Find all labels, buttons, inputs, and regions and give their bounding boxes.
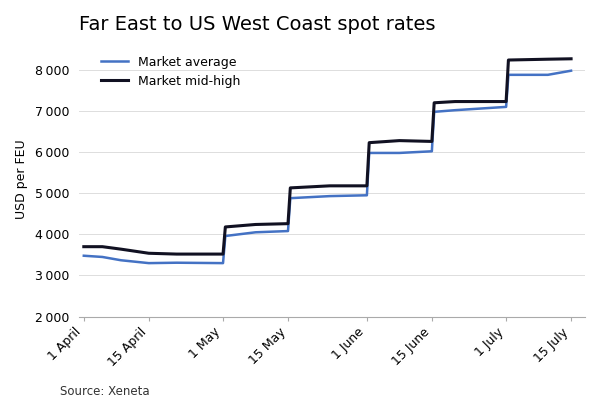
- Market mid-high: [365, 140, 373, 145]
- Market average: [287, 196, 294, 200]
- Market mid-high: [220, 252, 227, 256]
- Market mid-high: [145, 251, 152, 256]
- Market average: [503, 104, 510, 109]
- Market average: [118, 258, 125, 263]
- Line: Market mid-high: Market mid-high: [84, 59, 571, 254]
- Market average: [428, 149, 436, 154]
- Market average: [544, 72, 551, 77]
- Market mid-high: [431, 100, 438, 105]
- Market mid-high: [451, 99, 458, 104]
- Market average: [284, 229, 292, 234]
- Market mid-high: [503, 99, 510, 104]
- Market average: [568, 68, 575, 73]
- Market average: [505, 72, 512, 77]
- Market average: [222, 234, 229, 238]
- Y-axis label: USD per FEU: USD per FEU: [15, 139, 28, 219]
- Market average: [173, 260, 180, 265]
- Legend: Market average, Market mid-high: Market average, Market mid-high: [101, 56, 241, 88]
- Market mid-high: [326, 184, 334, 188]
- Market mid-high: [544, 57, 551, 62]
- Market mid-high: [568, 56, 575, 61]
- Line: Market average: Market average: [84, 71, 571, 263]
- Text: Source: Xeneta: Source: Xeneta: [60, 385, 149, 398]
- Market average: [220, 261, 227, 266]
- Market mid-high: [396, 138, 403, 143]
- Market average: [80, 253, 88, 258]
- Market average: [145, 261, 152, 266]
- Market average: [326, 194, 334, 198]
- Market mid-high: [173, 252, 180, 256]
- Market average: [431, 110, 438, 114]
- Market mid-high: [363, 184, 370, 188]
- Market mid-high: [284, 221, 292, 226]
- Text: Far East to US West Coast spot rates: Far East to US West Coast spot rates: [79, 15, 436, 34]
- Market mid-high: [252, 222, 259, 227]
- Market average: [396, 150, 403, 155]
- Market mid-high: [428, 139, 436, 144]
- Market average: [252, 230, 259, 235]
- Market average: [363, 193, 370, 198]
- Market average: [365, 150, 373, 155]
- Market average: [451, 108, 458, 112]
- Market mid-high: [99, 244, 106, 249]
- Market average: [99, 254, 106, 259]
- Market mid-high: [118, 247, 125, 252]
- Market mid-high: [287, 186, 294, 190]
- Market mid-high: [505, 58, 512, 62]
- Market mid-high: [80, 244, 88, 249]
- Market mid-high: [222, 224, 229, 229]
